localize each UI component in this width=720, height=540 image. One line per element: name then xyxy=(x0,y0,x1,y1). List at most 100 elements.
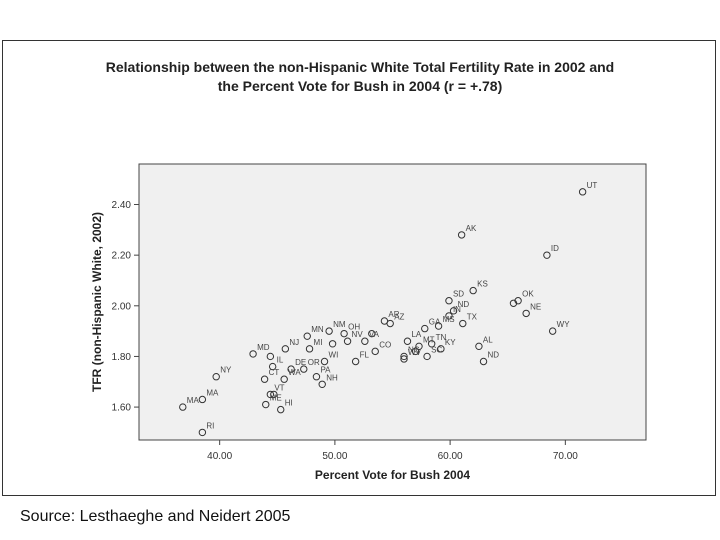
point-label: MA xyxy=(187,396,200,405)
point-label: MI xyxy=(314,338,323,347)
point-label: MS xyxy=(443,315,455,324)
point-label: AZ xyxy=(394,313,404,322)
data-point xyxy=(249,350,257,358)
x-tick-label: 40.00 xyxy=(207,451,232,462)
data-point xyxy=(421,324,429,333)
point-label: ME xyxy=(270,394,282,403)
data-point xyxy=(445,297,453,305)
data-point xyxy=(457,231,466,239)
y-tick-label: 2.40 xyxy=(112,200,132,211)
data-point xyxy=(368,329,376,338)
data-point xyxy=(300,365,308,373)
point-label: NM xyxy=(333,320,346,329)
data-point xyxy=(423,352,431,361)
y-tick-label: 1.60 xyxy=(112,403,132,414)
point-label: UT xyxy=(587,181,598,190)
data-point xyxy=(449,307,458,315)
data-point xyxy=(437,345,445,353)
chart-title-line2: the Percent Vote for Bush in 2004 (r = +… xyxy=(217,78,503,94)
data-point xyxy=(415,342,423,351)
point-label: ID xyxy=(551,244,559,253)
data-point xyxy=(318,380,326,388)
point-label: PA xyxy=(320,366,331,375)
point-label: NJ xyxy=(289,338,299,347)
point-label: CO xyxy=(379,340,391,349)
data-point xyxy=(260,375,269,383)
point-label: ND xyxy=(488,351,500,360)
point-label: AK xyxy=(466,224,477,233)
data-point xyxy=(522,309,530,318)
point-label: MA xyxy=(206,388,219,397)
data-point xyxy=(400,352,408,361)
data-point xyxy=(262,400,270,409)
point-label: NV xyxy=(352,330,364,339)
plot-area xyxy=(138,163,647,441)
data-point xyxy=(386,319,394,328)
x-tick-label: 60.00 xyxy=(438,451,463,462)
point-label: SC xyxy=(431,345,442,354)
data-point xyxy=(198,395,207,404)
data-point xyxy=(351,357,360,366)
point-label: NE xyxy=(530,302,541,311)
data-point xyxy=(445,312,453,320)
data-point xyxy=(434,322,443,330)
data-point xyxy=(361,337,369,345)
point-label: WY xyxy=(557,320,571,329)
data-point xyxy=(305,345,314,353)
data-point xyxy=(459,319,467,328)
data-point xyxy=(509,299,518,307)
x-axis-label: Percent Vote for Bush 2004 xyxy=(315,468,470,482)
chart-title-line1: Relationship between the non-Hispanic Wh… xyxy=(105,59,615,75)
data-point xyxy=(280,375,288,383)
data-point xyxy=(266,352,275,361)
data-point xyxy=(179,403,187,411)
point-label: GA xyxy=(429,318,441,327)
data-point xyxy=(403,337,412,345)
point-label: IL xyxy=(277,356,284,365)
data-point xyxy=(427,340,436,348)
y-axis-label: TFR (non-Hispanic White, 2002) xyxy=(90,212,104,392)
point-label: CT xyxy=(269,368,280,377)
point-label: IN xyxy=(453,305,461,314)
point-label: HI xyxy=(285,399,293,408)
point-label: NH xyxy=(326,373,338,382)
data-point xyxy=(266,390,275,399)
point-label: LA xyxy=(411,330,421,339)
y-tick-label: 2.20 xyxy=(112,251,132,262)
data-point xyxy=(270,390,278,399)
data-point xyxy=(212,372,220,381)
y-tick-label: 1.80 xyxy=(112,352,132,363)
data-point xyxy=(198,428,207,437)
point-label: AR xyxy=(388,310,399,319)
point-label: MT xyxy=(423,335,435,344)
point-label: MD xyxy=(257,343,270,352)
data-point xyxy=(469,286,477,295)
point-label: FL xyxy=(360,351,370,360)
point-label: SD xyxy=(453,290,464,299)
data-point xyxy=(277,405,285,414)
point-label: OH xyxy=(348,323,360,332)
point-label: VT xyxy=(274,383,284,392)
data-point xyxy=(303,332,311,340)
point-label: TN xyxy=(436,333,447,342)
point-label: VA xyxy=(369,330,380,339)
point-label: KY xyxy=(445,338,456,347)
y-tick-label: 2.00 xyxy=(112,301,132,312)
data-point xyxy=(281,345,290,353)
point-label: WA xyxy=(288,368,301,377)
chart-title: Relationship between the non-Hispanic Wh… xyxy=(60,58,660,96)
axis-ticks: 40.00 50.00 60.00 70.00 1.60 1.80 2.00 2.20 2.40 xyxy=(112,200,579,462)
point-label: OK xyxy=(522,290,534,299)
x-tick-label: 50.00 xyxy=(322,451,347,462)
data-point xyxy=(411,347,420,356)
point-label: MN xyxy=(311,325,324,334)
x-tick-label: 70.00 xyxy=(553,451,578,462)
point-label: KS xyxy=(477,280,488,289)
data-point xyxy=(328,340,337,348)
data-point xyxy=(268,362,277,371)
point-label: ND xyxy=(458,300,470,309)
data-point xyxy=(371,347,379,356)
data-point xyxy=(343,337,352,345)
